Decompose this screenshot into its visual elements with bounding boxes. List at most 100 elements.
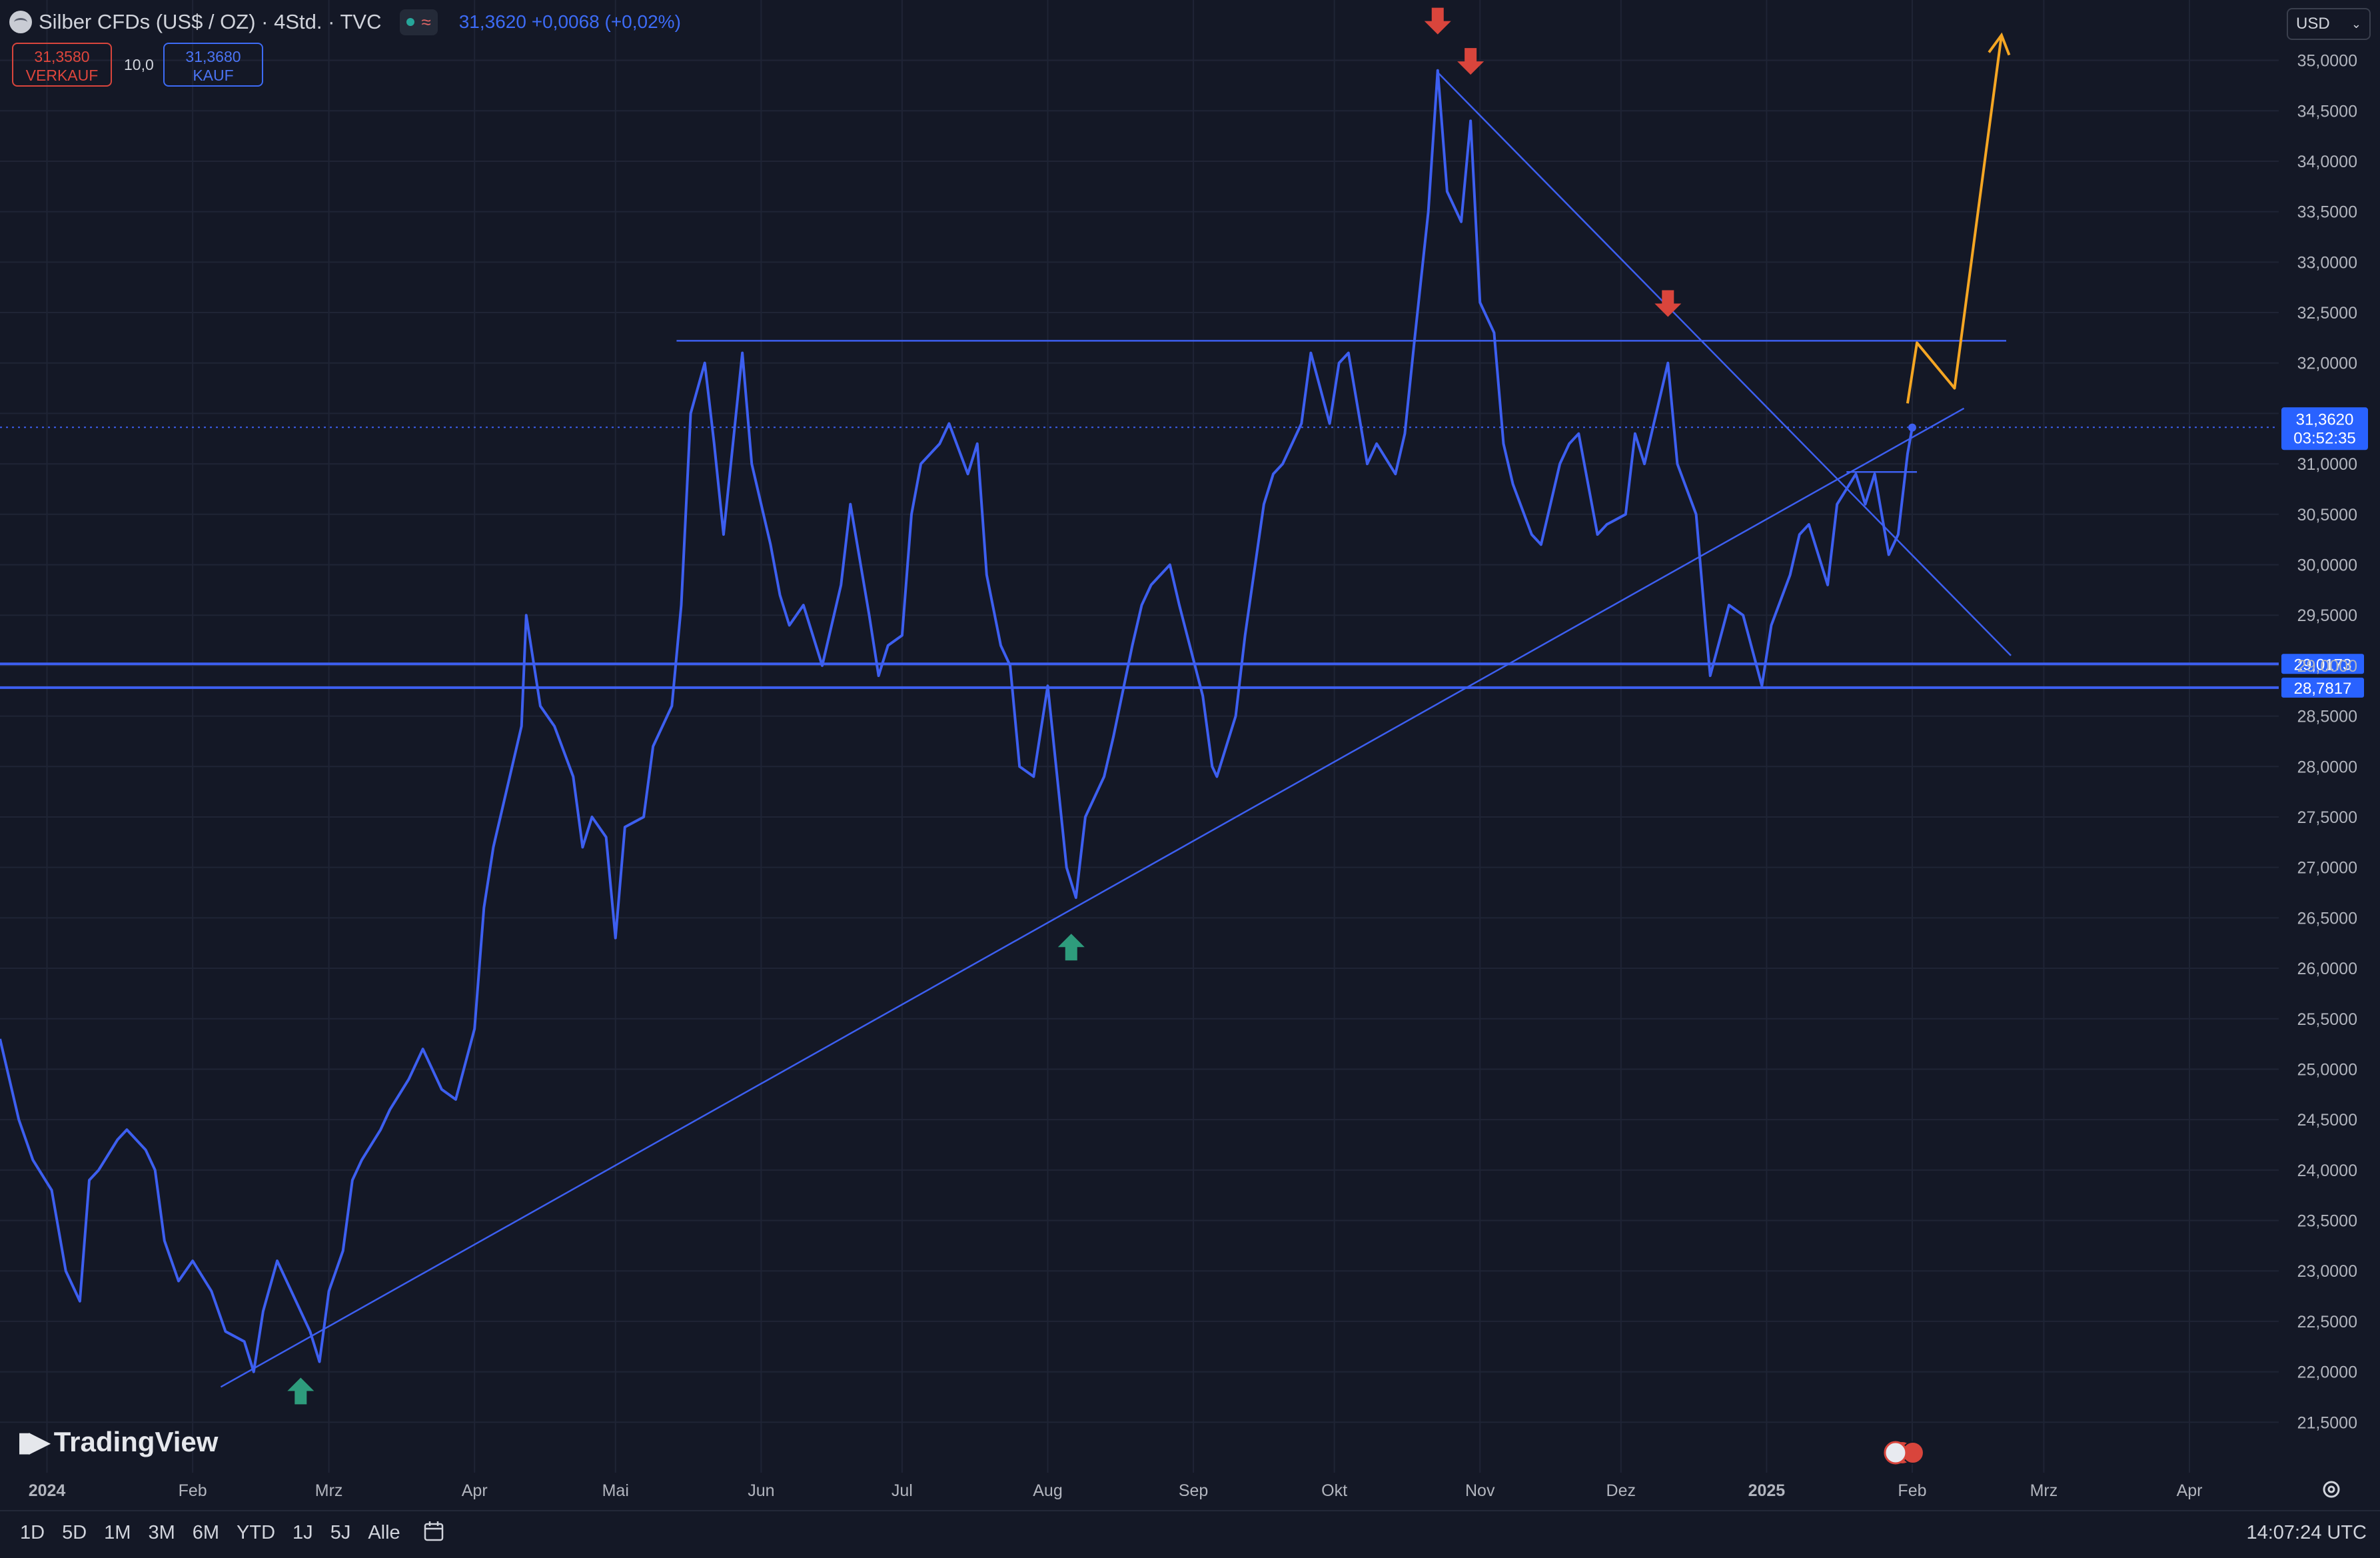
- last-price: 31,3620: [458, 11, 526, 32]
- horizontal-levels: 29,0173 28,7817: [0, 426, 2364, 698]
- y-tick-label: 29,5000: [2297, 606, 2357, 625]
- signal-markers: [287, 7, 1924, 1465]
- x-tick-label: 2024: [29, 1481, 66, 1500]
- x-tick-label: Feb: [1898, 1481, 1926, 1500]
- settings-gear-icon[interactable]: [2320, 1478, 2343, 1501]
- level-label-bg: [2281, 677, 2364, 698]
- symbol-title[interactable]: Silber CFDs (US$ / OZ) · 4Std. · TVC: [39, 10, 382, 33]
- y-tick-label: 31,0000: [2297, 455, 2357, 474]
- current-price-label-bg: [2281, 407, 2368, 450]
- x-tick-label: 2025: [1748, 1481, 1786, 1500]
- y-tick-label: 28,5000: [2297, 708, 2357, 726]
- symbol-logo-icon: [9, 11, 32, 33]
- market-open-icon: [406, 18, 415, 26]
- utc-clock[interactable]: 14:07:24 UTC: [2246, 1522, 2367, 1543]
- range-selector: 1D 5D 1M 3M 6M YTD 1J 5J Alle: [20, 1522, 400, 1544]
- chart-grid: [0, 0, 2279, 1473]
- y-tick-label: 32,0000: [2297, 355, 2357, 373]
- y-tick-label: 29,0000: [2297, 657, 2357, 676]
- y-tick-label: 24,0000: [2297, 1162, 2357, 1180]
- y-tick-label: 27,0000: [2297, 859, 2357, 878]
- buy-label: KAUF: [193, 67, 234, 84]
- y-tick-label: 25,5000: [2297, 1010, 2357, 1029]
- buy-button[interactable]: 31,3680 KAUF: [163, 43, 263, 87]
- y-tick-label: 35,0000: [2297, 52, 2357, 71]
- x-tick-label: Apr: [2177, 1481, 2203, 1500]
- spread-value: 10,0: [124, 56, 154, 73]
- trendline: [220, 407, 1965, 1388]
- sell-button[interactable]: 31,3580 VERKAUF: [12, 43, 112, 87]
- x-tick-label: Mrz: [2030, 1481, 2058, 1500]
- currency-value: USD: [2296, 15, 2330, 33]
- y-tick-label: 26,5000: [2297, 909, 2357, 928]
- tradingview-logo-text: TradingView: [53, 1426, 219, 1457]
- level-label: 28,7817: [2294, 680, 2352, 698]
- range-button[interactable]: 1J: [293, 1522, 313, 1543]
- x-tick-label: Dez: [1606, 1481, 1636, 1500]
- x-tick-label: Mai: [602, 1481, 629, 1500]
- bottom-toolbar: 1D 5D 1M 3M 6M YTD 1J 5J Alle 14:07:24 UTC: [0, 1510, 2380, 1558]
- price-axis: 21,5000 22,0000 22,5000 23,0000 23,5000 24,00…: [2281, 52, 2368, 1432]
- data-delay-icon: ≈: [421, 11, 431, 32]
- trendline-drawings: [220, 32, 2012, 1388]
- buy-signal-arrow-icon: [1057, 934, 1085, 961]
- x-tick-label: Jun: [748, 1481, 774, 1500]
- y-tick-label: 24,5000: [2297, 1111, 2357, 1130]
- x-tick-label: Sep: [1179, 1481, 1208, 1500]
- x-tick-label: Mrz: [315, 1481, 343, 1500]
- x-tick-label: Feb: [179, 1481, 207, 1500]
- range-button[interactable]: 5J: [330, 1522, 351, 1543]
- y-tick-label: 32,5000: [2297, 304, 2357, 323]
- y-tick-label: 23,0000: [2297, 1262, 2357, 1281]
- level-label-bg: [2281, 654, 2364, 674]
- bar-countdown-label: 03:52:35: [2293, 429, 2355, 447]
- x-tick-label: Aug: [1033, 1481, 1062, 1500]
- us-flag-icon: [1884, 1441, 1908, 1465]
- range-button[interactable]: 3M: [148, 1522, 175, 1543]
- range-button[interactable]: Alle: [368, 1522, 400, 1543]
- price-series: [0, 69, 1916, 1373]
- tradingview-mark-icon: ▮▶: [17, 1427, 50, 1457]
- price-line: [0, 69, 1914, 1373]
- sell-signal-arrow-icon: [1424, 7, 1451, 35]
- chart-header: Silber CFDs (US$ / OZ) · 4Std. · TVC ≈ 3…: [9, 7, 681, 37]
- range-button[interactable]: 6M: [192, 1522, 220, 1543]
- range-button[interactable]: 1M: [104, 1522, 131, 1543]
- y-tick-label: 33,5000: [2297, 203, 2357, 222]
- y-tick-label: 22,0000: [2297, 1363, 2357, 1382]
- chevron-down-icon: ⌄: [2351, 17, 2361, 31]
- y-tick-label: 25,0000: [2297, 1060, 2357, 1079]
- y-tick-label: 23,5000: [2297, 1212, 2357, 1231]
- market-status[interactable]: ≈: [400, 9, 438, 35]
- y-tick-label: 27,5000: [2297, 808, 2357, 827]
- x-tick-label: Apr: [462, 1481, 488, 1500]
- y-tick-label: 26,0000: [2297, 960, 2357, 978]
- x-tick-label: Jul: [892, 1481, 913, 1500]
- buy-price: 31,3680: [185, 48, 241, 65]
- y-tick-label: 22,5000: [2297, 1313, 2357, 1331]
- y-tick-label: 33,0000: [2297, 253, 2357, 272]
- range-button[interactable]: YTD: [237, 1522, 276, 1543]
- sell-signal-arrow-icon: [1457, 48, 1485, 75]
- y-tick-label: 34,0000: [2297, 153, 2357, 171]
- price-change: +0,0068 (+0,02%): [531, 11, 681, 32]
- last-price-dot: [1908, 423, 1916, 432]
- last-quote: 31,3620 +0,0068 (+0,02%): [459, 11, 681, 33]
- y-tick-label: 28,0000: [2297, 758, 2357, 776]
- calendar-icon[interactable]: [422, 1519, 446, 1543]
- sell-price: 31,3580: [34, 48, 90, 65]
- projection-path: [1906, 35, 2003, 404]
- projection-arrowhead: [1988, 32, 2011, 56]
- y-tick-label: 30,5000: [2297, 506, 2357, 524]
- sell-label: VERKAUF: [25, 67, 99, 84]
- currency-select[interactable]: USD ⌄: [2287, 8, 2371, 40]
- range-button[interactable]: 1D: [20, 1522, 45, 1543]
- time-axis: 2024 Feb Mrz Apr Mai Jun Jul Aug Sep Okt Nov Dez 202…: [29, 1481, 2203, 1500]
- range-button[interactable]: 5D: [62, 1522, 87, 1543]
- tradingview-logo: ▮▶ TradingView: [17, 1426, 218, 1458]
- current-price-label: 31,3620: [2296, 410, 2354, 428]
- y-tick-label: 34,5000: [2297, 102, 2357, 121]
- trendline: [1437, 71, 2012, 656]
- buy-signal-arrow-icon: [287, 1377, 314, 1405]
